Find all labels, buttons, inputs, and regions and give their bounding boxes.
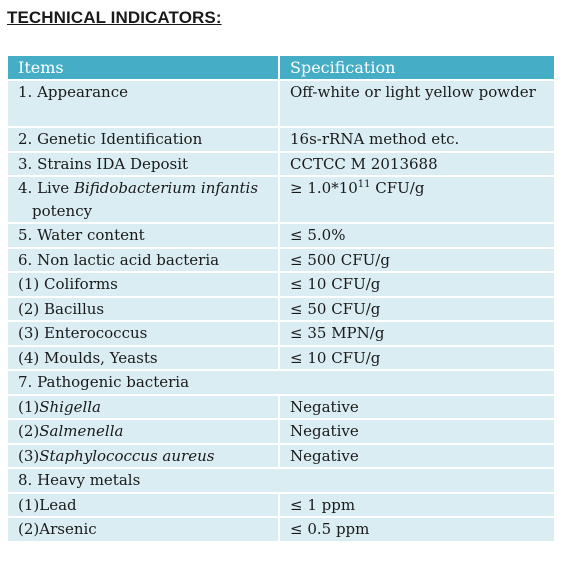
spec-cell: ≤ 10 CFU/g — [278, 344, 556, 371]
table-row: (1) Coliforms ≤ 10 CFU/g — [6, 271, 556, 298]
spec-cell: ≤ 1 ppm — [278, 491, 556, 518]
spec-cell: ≤ 50 CFU/g — [278, 295, 556, 322]
spec-cell: Negative — [278, 442, 556, 469]
item-cell: 3. Strains IDA Deposit — [6, 150, 280, 177]
table-row: (3) Enterococcus ≤ 35 MPN/g — [6, 320, 556, 347]
item-cell: 8. Heavy metals — [6, 467, 556, 494]
item-cell: (3)Staphylococcus aureus — [6, 442, 280, 469]
spec-cell: ≤ 10 CFU/g — [278, 271, 556, 298]
item-cell: 7. Pathogenic bacteria — [6, 369, 556, 396]
item-cell: (1)Lead — [6, 491, 280, 518]
item-italic: Salmenella — [39, 422, 124, 440]
spec-cell: ≤ 35 MPN/g — [278, 320, 556, 347]
technical-indicators-table: Items Specification 1. Appearance Off-wh… — [6, 54, 556, 543]
item-cell: 4. Live Bifidobacterium infantis potency — [6, 175, 280, 224]
spec-cell: CCTCC M 2013688 — [278, 150, 556, 177]
item-italic: Staphylococcus aureus — [39, 446, 215, 465]
spec-cell: ≤ 500 CFU/g — [278, 246, 556, 273]
item-prefix: 4. Live — [18, 179, 74, 197]
item-italic: Bifidobacterium infantis — [73, 179, 259, 197]
table-row: 2. Genetic Identification 16s-rRNA metho… — [6, 126, 556, 153]
item-prefix: (1) — [18, 397, 40, 416]
item-cell: (2) Bacillus — [6, 295, 280, 322]
item-cell: (1)Shigella — [6, 393, 280, 420]
item-prefix: (2) — [18, 422, 40, 440]
item-prefix: (3) — [18, 446, 40, 465]
item-cell: 2. Genetic Identification — [6, 126, 280, 153]
item-cell: 1. Appearance — [6, 79, 280, 128]
table-row: 6. Non lactic acid bacteria ≤ 500 CFU/g — [6, 246, 556, 273]
table-row: 3. Strains IDA Deposit CCTCC M 2013688 — [6, 150, 556, 177]
item-italic: Shigella — [39, 397, 102, 416]
table-row: (1)Shigella Negative — [6, 393, 556, 420]
table-row: (3)Staphylococcus aureus Negative — [6, 442, 556, 469]
spec-cell: Negative — [278, 418, 556, 445]
spec-suffix: CFU/g — [370, 179, 425, 197]
table-row: (2)Arsenic ≤ 0.5 ppm — [6, 516, 556, 543]
item-cell: (2)Salmenella — [6, 418, 280, 445]
table-row: 1. Appearance Off-white or light yellow … — [6, 79, 556, 128]
item-cell: (4) Moulds, Yeasts — [6, 344, 280, 371]
table-header-row: Items Specification — [6, 54, 556, 81]
spec-cell: 16s-rRNA method etc. — [278, 126, 556, 153]
item-cell: 5. Water content — [6, 222, 280, 249]
spec-prefix: ≥ 1.0*10 — [290, 179, 358, 197]
item-cell: (2)Arsenic — [6, 516, 280, 543]
spec-cell: ≤ 5.0% — [278, 222, 556, 249]
spec-cell: Off-white or light yellow powder — [278, 79, 556, 128]
table-row: (2) Bacillus ≤ 50 CFU/g — [6, 295, 556, 322]
item-cell: (1) Coliforms — [6, 271, 280, 298]
table-row: (4) Moulds, Yeasts ≤ 10 CFU/g — [6, 344, 556, 371]
spec-cell: Negative — [278, 393, 556, 420]
spec-superscript: 11 — [357, 179, 371, 190]
table-row: 5. Water content ≤ 5.0% — [6, 222, 556, 249]
spec-cell: ≥ 1.0*1011 CFU/g — [278, 175, 556, 224]
item-cell: (3) Enterococcus — [6, 320, 280, 347]
spec-cell: ≤ 0.5 ppm — [278, 516, 556, 543]
table-row: (1)Lead ≤ 1 ppm — [6, 491, 556, 518]
item-suffix: potency — [32, 201, 93, 220]
table-row: 4. Live Bifidobacterium infantis potency … — [6, 175, 556, 224]
table-row: 8. Heavy metals — [6, 467, 556, 494]
table-row: 7. Pathogenic bacteria — [6, 369, 556, 396]
item-cell: 6. Non lactic acid bacteria — [6, 246, 280, 273]
table-row: (2)Salmenella Negative — [6, 418, 556, 445]
page-heading: TECHNICAL INDICATORS: — [7, 8, 222, 27]
items-column-header: Items — [6, 54, 280, 81]
specification-column-header: Specification — [278, 54, 556, 81]
